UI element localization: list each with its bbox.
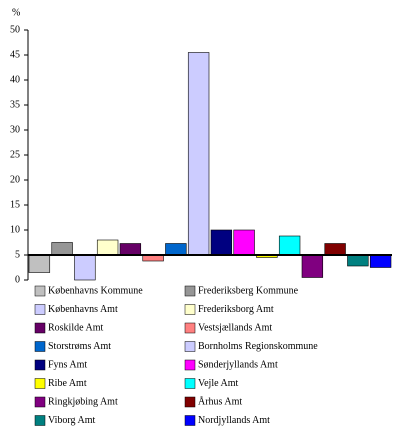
legend-label: Frederiksberg Kommune [198,285,299,296]
legend-label: Århus Amt [198,395,242,407]
bar [96,239,119,256]
y-tick-label: 35 [10,99,20,110]
y-tick-label: 15 [10,199,20,210]
legend-label: Frederiksborg Amt [198,304,274,315]
bar [28,254,51,273]
legend-label: Vestsjællands Amt [198,322,272,333]
y-tick-label: 5 [15,249,20,260]
legend-label: Københavns Amt [48,304,118,315]
bar [74,254,96,281]
legend-swatch [34,378,46,389]
legend-swatch [34,322,46,334]
legend-label: Bornholms Regionskommune [198,341,318,352]
y-axis-label: % [12,7,20,18]
legend-swatch [34,415,46,426]
y-tick-label: 45 [10,49,20,60]
y-tick-label: 10 [10,224,20,235]
legend-swatch [184,304,196,315]
bar [210,229,233,256]
bar [347,254,369,267]
legend-swatch [34,285,46,297]
legend-label: Nordjyllands Amt [198,415,270,426]
y-tick-label: 20 [10,174,20,185]
bar [165,243,187,256]
legend-swatch [184,341,196,352]
y-tick-label: 30 [10,124,20,135]
bar [187,52,210,256]
legend-swatch [34,304,46,315]
y-tick-label: 50 [10,24,20,35]
legend-label: Roskilde Amt [48,322,104,333]
legend-label: Ringkjøbing Amt [48,396,118,407]
legend-label: Vejle Amt [198,378,238,389]
legend-label: Københavns Kommune [48,285,143,296]
bar [324,243,346,256]
bar [278,235,301,256]
bar [51,242,73,256]
legend-label: Sønderjyllands Amt [198,359,278,370]
legend-swatch [34,396,46,408]
legend-swatch [184,285,196,297]
legend-swatch [184,359,196,371]
y-tick-label: 40 [10,74,20,85]
legend-label: Ribe Amt [48,378,87,389]
legend-label: Viborg Amt [48,415,95,426]
legend-label: Fyns Amt [48,359,87,370]
legend-swatch [184,322,196,334]
legend-swatch [184,415,196,426]
legend-label: Storstrøms Amt [48,341,111,352]
legend-swatch [34,359,46,371]
bar [119,243,142,256]
y-tick-label: 0 [15,274,20,285]
legend-swatch [184,396,196,408]
legend-swatch [184,378,196,389]
legend-swatch [34,341,46,352]
y-tick-label: 25 [10,149,20,160]
bar [369,254,392,268]
bar [301,254,324,278]
bar [233,229,255,256]
